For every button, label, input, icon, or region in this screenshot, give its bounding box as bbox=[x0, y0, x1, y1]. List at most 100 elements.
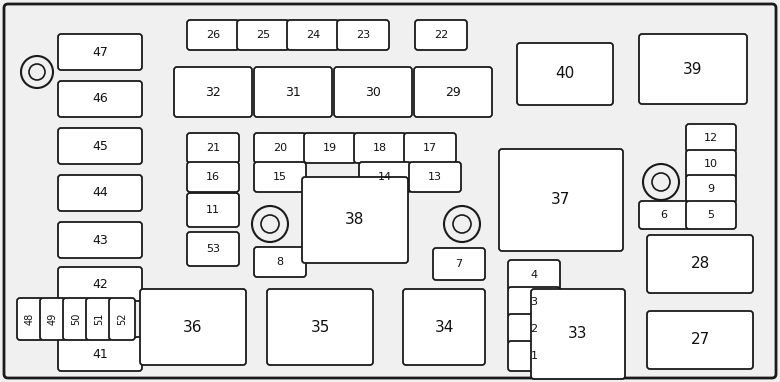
Text: 49: 49 bbox=[48, 313, 58, 325]
Text: 7: 7 bbox=[456, 259, 463, 269]
Text: 17: 17 bbox=[423, 143, 437, 153]
FancyBboxPatch shape bbox=[508, 314, 560, 344]
FancyBboxPatch shape bbox=[414, 67, 492, 117]
Text: 16: 16 bbox=[206, 172, 220, 182]
FancyBboxPatch shape bbox=[409, 162, 461, 192]
Text: 3: 3 bbox=[530, 297, 537, 307]
FancyBboxPatch shape bbox=[508, 260, 560, 290]
Text: 8: 8 bbox=[276, 257, 284, 267]
FancyBboxPatch shape bbox=[254, 247, 306, 277]
FancyBboxPatch shape bbox=[647, 311, 753, 369]
FancyBboxPatch shape bbox=[354, 133, 406, 163]
Text: 45: 45 bbox=[92, 139, 108, 152]
Text: 51: 51 bbox=[94, 313, 104, 325]
FancyBboxPatch shape bbox=[517, 43, 613, 105]
Text: 12: 12 bbox=[704, 133, 718, 143]
Circle shape bbox=[252, 206, 288, 242]
Text: 18: 18 bbox=[373, 143, 387, 153]
Text: 31: 31 bbox=[285, 86, 301, 99]
Text: 5: 5 bbox=[707, 210, 714, 220]
FancyBboxPatch shape bbox=[187, 162, 239, 192]
Text: 27: 27 bbox=[690, 332, 710, 348]
Circle shape bbox=[21, 56, 53, 88]
FancyBboxPatch shape bbox=[404, 133, 456, 163]
Text: 23: 23 bbox=[356, 30, 370, 40]
FancyBboxPatch shape bbox=[58, 337, 142, 371]
FancyBboxPatch shape bbox=[499, 149, 623, 251]
Text: 53: 53 bbox=[206, 244, 220, 254]
FancyBboxPatch shape bbox=[58, 222, 142, 258]
FancyBboxPatch shape bbox=[508, 287, 560, 317]
FancyBboxPatch shape bbox=[415, 20, 467, 50]
Text: 19: 19 bbox=[323, 143, 337, 153]
FancyBboxPatch shape bbox=[4, 4, 776, 378]
Text: 43: 43 bbox=[92, 233, 108, 246]
FancyBboxPatch shape bbox=[337, 20, 389, 50]
FancyBboxPatch shape bbox=[40, 298, 66, 340]
FancyBboxPatch shape bbox=[63, 298, 89, 340]
Text: 40: 40 bbox=[555, 66, 575, 81]
Text: 39: 39 bbox=[683, 62, 703, 76]
Text: 11: 11 bbox=[206, 205, 220, 215]
FancyBboxPatch shape bbox=[174, 67, 252, 117]
FancyBboxPatch shape bbox=[254, 162, 306, 192]
Text: 44: 44 bbox=[92, 186, 108, 199]
FancyBboxPatch shape bbox=[359, 162, 411, 192]
FancyBboxPatch shape bbox=[17, 298, 43, 340]
Text: 6: 6 bbox=[661, 210, 668, 220]
Text: 20: 20 bbox=[273, 143, 287, 153]
FancyBboxPatch shape bbox=[187, 193, 239, 227]
Text: 28: 28 bbox=[690, 256, 710, 272]
FancyBboxPatch shape bbox=[58, 267, 142, 301]
Text: 46: 46 bbox=[92, 92, 108, 105]
Text: 14: 14 bbox=[378, 172, 392, 182]
FancyBboxPatch shape bbox=[686, 175, 736, 203]
FancyBboxPatch shape bbox=[254, 67, 332, 117]
Text: 4: 4 bbox=[530, 270, 537, 280]
FancyBboxPatch shape bbox=[287, 20, 339, 50]
Text: 36: 36 bbox=[183, 319, 203, 335]
FancyBboxPatch shape bbox=[403, 289, 485, 365]
Text: 29: 29 bbox=[445, 86, 461, 99]
Text: 41: 41 bbox=[92, 348, 108, 361]
Circle shape bbox=[652, 173, 670, 191]
FancyBboxPatch shape bbox=[86, 298, 112, 340]
FancyBboxPatch shape bbox=[58, 34, 142, 70]
Text: 52: 52 bbox=[117, 313, 127, 325]
Circle shape bbox=[453, 215, 471, 233]
FancyBboxPatch shape bbox=[187, 232, 239, 266]
FancyBboxPatch shape bbox=[686, 150, 736, 178]
FancyBboxPatch shape bbox=[433, 248, 485, 280]
Circle shape bbox=[444, 206, 480, 242]
Text: 32: 32 bbox=[205, 86, 221, 99]
Text: 37: 37 bbox=[551, 193, 571, 207]
FancyBboxPatch shape bbox=[58, 128, 142, 164]
FancyBboxPatch shape bbox=[686, 124, 736, 152]
FancyBboxPatch shape bbox=[140, 289, 246, 365]
Text: 26: 26 bbox=[206, 30, 220, 40]
Text: 1: 1 bbox=[530, 351, 537, 361]
Text: 21: 21 bbox=[206, 143, 220, 153]
Text: 50: 50 bbox=[71, 313, 81, 325]
FancyBboxPatch shape bbox=[109, 298, 135, 340]
Circle shape bbox=[261, 215, 279, 233]
FancyBboxPatch shape bbox=[267, 289, 373, 365]
Text: 34: 34 bbox=[434, 319, 454, 335]
Text: 48: 48 bbox=[25, 313, 35, 325]
FancyBboxPatch shape bbox=[237, 20, 289, 50]
FancyBboxPatch shape bbox=[639, 34, 747, 104]
Text: 10: 10 bbox=[704, 159, 718, 169]
FancyBboxPatch shape bbox=[647, 235, 753, 293]
FancyBboxPatch shape bbox=[304, 133, 356, 163]
Text: 42: 42 bbox=[92, 277, 108, 290]
FancyBboxPatch shape bbox=[254, 133, 306, 163]
Text: 13: 13 bbox=[428, 172, 442, 182]
Text: 35: 35 bbox=[310, 319, 330, 335]
Text: 2: 2 bbox=[530, 324, 537, 334]
Text: 22: 22 bbox=[434, 30, 448, 40]
Text: 24: 24 bbox=[306, 30, 320, 40]
FancyBboxPatch shape bbox=[686, 201, 736, 229]
Circle shape bbox=[29, 64, 45, 80]
Text: 9: 9 bbox=[707, 184, 714, 194]
FancyBboxPatch shape bbox=[302, 177, 408, 263]
